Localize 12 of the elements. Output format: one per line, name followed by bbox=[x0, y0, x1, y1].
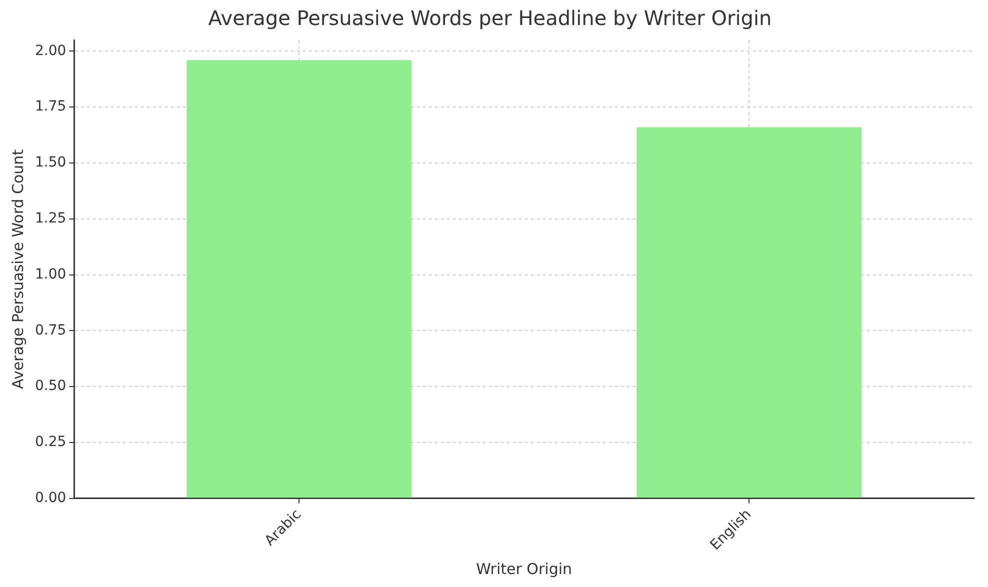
y-tick-label: 1.50 bbox=[35, 154, 66, 171]
y-tick-label: 0.50 bbox=[35, 378, 66, 394]
y-tick-label: 0.75 bbox=[35, 322, 66, 338]
y-tick-label: 1.00 bbox=[35, 266, 66, 282]
chart-title: Average Persuasive Words per Headline by Writer Origin bbox=[208, 6, 772, 30]
y-axis-title: Average Persuasive Word Count bbox=[8, 149, 27, 389]
y-tick-label: 0.00 bbox=[35, 490, 66, 506]
y-tick-label: 0.25 bbox=[35, 434, 66, 450]
y-tick-label: 1.25 bbox=[35, 210, 66, 227]
y-tick-label: 1.75 bbox=[35, 98, 66, 115]
x-axis-title: Writer Origin bbox=[476, 560, 572, 578]
y-tick-label: 2.00 bbox=[35, 42, 66, 59]
